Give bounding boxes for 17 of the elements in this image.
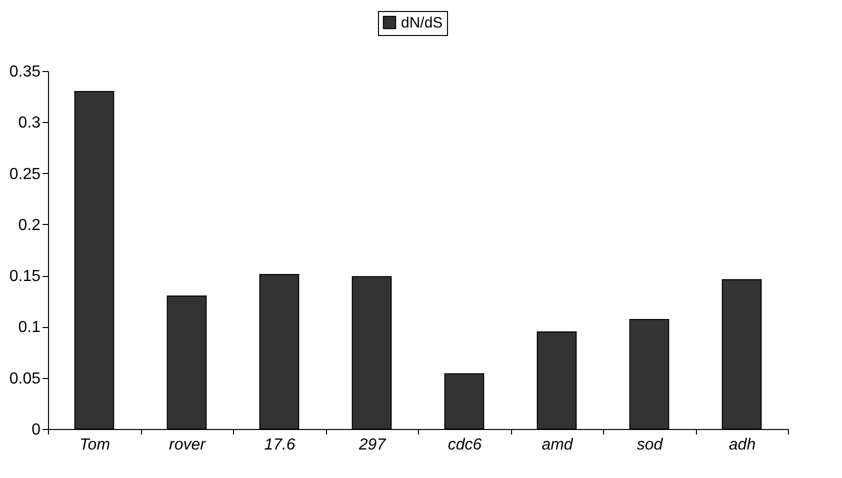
x-tick-label: cdc6 bbox=[448, 436, 482, 454]
y-tick-label: 0 bbox=[32, 422, 41, 438]
x-tick-label: sod bbox=[636, 436, 664, 454]
x-tick-label: 297 bbox=[358, 436, 387, 454]
y-tick-label: 0.15 bbox=[9, 268, 41, 286]
y-tick-label: 0.3 bbox=[18, 114, 41, 132]
x-tick-label: Tom bbox=[79, 436, 110, 454]
x-tick-label: adh bbox=[728, 436, 756, 454]
y-tick-label: 0.2 bbox=[18, 216, 41, 234]
legend-label: dN/dS bbox=[401, 14, 443, 32]
y-tick-label: 0.25 bbox=[9, 166, 41, 183]
y-tick-label: 0.35 bbox=[9, 64, 41, 80]
x-tick-label: amd bbox=[542, 436, 574, 454]
x-tick-label: rover bbox=[169, 436, 206, 454]
y-tick-label: 0.1 bbox=[18, 319, 41, 336]
x-tick-label: 17.6 bbox=[264, 436, 296, 454]
y-tick-label: 0.05 bbox=[9, 370, 41, 388]
